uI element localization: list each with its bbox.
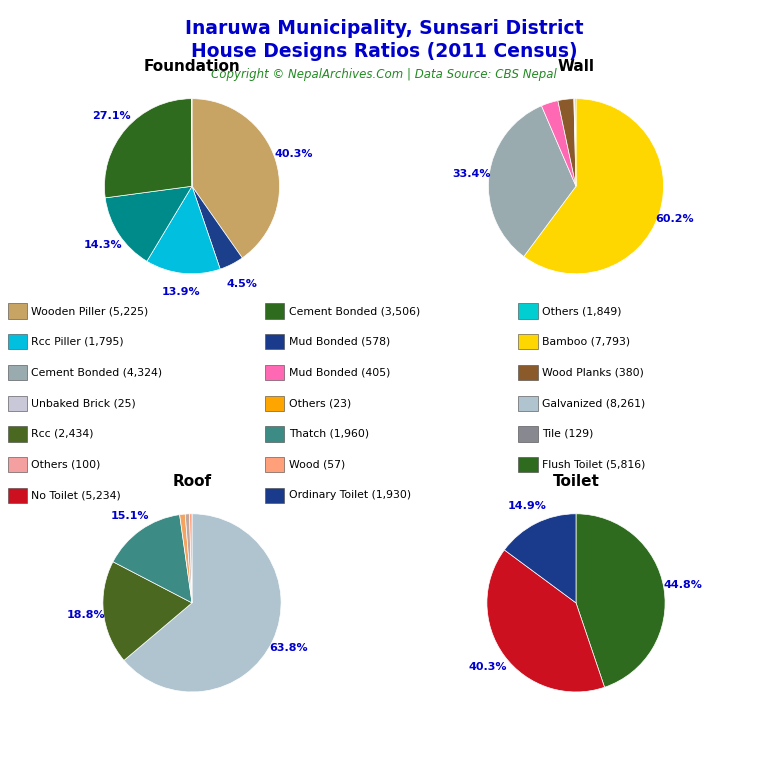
Wedge shape <box>190 514 192 603</box>
Text: Flush Toilet (5,816): Flush Toilet (5,816) <box>542 459 646 470</box>
Wedge shape <box>487 550 604 692</box>
Wedge shape <box>180 514 192 603</box>
Wedge shape <box>103 561 192 660</box>
Wedge shape <box>558 99 576 187</box>
Wedge shape <box>192 99 280 258</box>
Text: Wood (57): Wood (57) <box>289 459 345 470</box>
Text: Rcc Piller (1,795): Rcc Piller (1,795) <box>31 336 124 347</box>
Text: Tile (129): Tile (129) <box>542 429 594 439</box>
Title: Roof: Roof <box>173 474 211 489</box>
Text: 40.3%: 40.3% <box>469 662 508 672</box>
Title: Wall: Wall <box>558 59 594 74</box>
Wedge shape <box>192 187 242 269</box>
Text: 0.2%: 0.2% <box>0 767 1 768</box>
Text: Copyright © NepalArchives.Com | Data Source: CBS Nepal: Copyright © NepalArchives.Com | Data Sou… <box>211 68 557 81</box>
Text: Inaruwa Municipality, Sunsari District: Inaruwa Municipality, Sunsari District <box>185 19 583 38</box>
Wedge shape <box>124 514 281 692</box>
Text: Unbaked Brick (25): Unbaked Brick (25) <box>31 398 136 409</box>
Wedge shape <box>541 101 576 187</box>
Text: Mud Bonded (405): Mud Bonded (405) <box>289 367 390 378</box>
Wedge shape <box>488 106 576 257</box>
Wedge shape <box>524 99 664 273</box>
Text: Thatch (1,960): Thatch (1,960) <box>289 429 369 439</box>
Text: 44.8%: 44.8% <box>664 581 703 591</box>
Text: Others (23): Others (23) <box>289 398 351 409</box>
Title: Toilet: Toilet <box>552 474 600 489</box>
Text: 0.8%: 0.8% <box>0 767 1 768</box>
Wedge shape <box>576 514 665 687</box>
Text: Ordinary Toilet (1,930): Ordinary Toilet (1,930) <box>289 490 411 501</box>
Text: 2.9%: 2.9% <box>0 767 1 768</box>
Text: Others (100): Others (100) <box>31 459 101 470</box>
Text: Galvanized (8,261): Galvanized (8,261) <box>542 398 645 409</box>
Text: 0.2%: 0.2% <box>0 767 1 768</box>
Wedge shape <box>185 514 192 603</box>
Text: Rcc (2,434): Rcc (2,434) <box>31 429 94 439</box>
Text: Bamboo (7,793): Bamboo (7,793) <box>542 336 631 347</box>
Text: 63.8%: 63.8% <box>270 643 308 653</box>
Wedge shape <box>113 515 192 603</box>
Text: 4.5%: 4.5% <box>226 279 257 289</box>
Wedge shape <box>575 99 576 187</box>
Text: Wood Planks (380): Wood Planks (380) <box>542 367 644 378</box>
Text: 13.9%: 13.9% <box>161 287 200 297</box>
Title: Foundation: Foundation <box>144 59 240 74</box>
Text: 1.0%: 1.0% <box>0 767 1 768</box>
Wedge shape <box>574 99 576 187</box>
Text: 14.9%: 14.9% <box>508 501 547 511</box>
Wedge shape <box>105 187 192 261</box>
Text: 27.1%: 27.1% <box>92 111 131 121</box>
Text: Wooden Piller (5,225): Wooden Piller (5,225) <box>31 306 149 316</box>
Text: 0.4%: 0.4% <box>0 767 1 768</box>
Wedge shape <box>104 99 192 198</box>
Text: No Toilet (5,234): No Toilet (5,234) <box>31 490 121 501</box>
Text: 40.3%: 40.3% <box>275 149 313 159</box>
Wedge shape <box>147 187 220 273</box>
Text: 14.3%: 14.3% <box>84 240 122 250</box>
Text: 18.8%: 18.8% <box>67 610 105 620</box>
Text: Others (1,849): Others (1,849) <box>542 306 622 316</box>
Wedge shape <box>505 514 576 603</box>
Text: 15.1%: 15.1% <box>111 511 150 521</box>
Text: Mud Bonded (578): Mud Bonded (578) <box>289 336 390 347</box>
Text: 60.2%: 60.2% <box>655 214 694 223</box>
Text: 3.1%: 3.1% <box>0 767 1 768</box>
Text: 33.4%: 33.4% <box>452 169 491 179</box>
Text: Cement Bonded (3,506): Cement Bonded (3,506) <box>289 306 420 316</box>
Text: Cement Bonded (4,324): Cement Bonded (4,324) <box>31 367 163 378</box>
Text: House Designs Ratios (2011 Census): House Designs Ratios (2011 Census) <box>190 42 578 61</box>
